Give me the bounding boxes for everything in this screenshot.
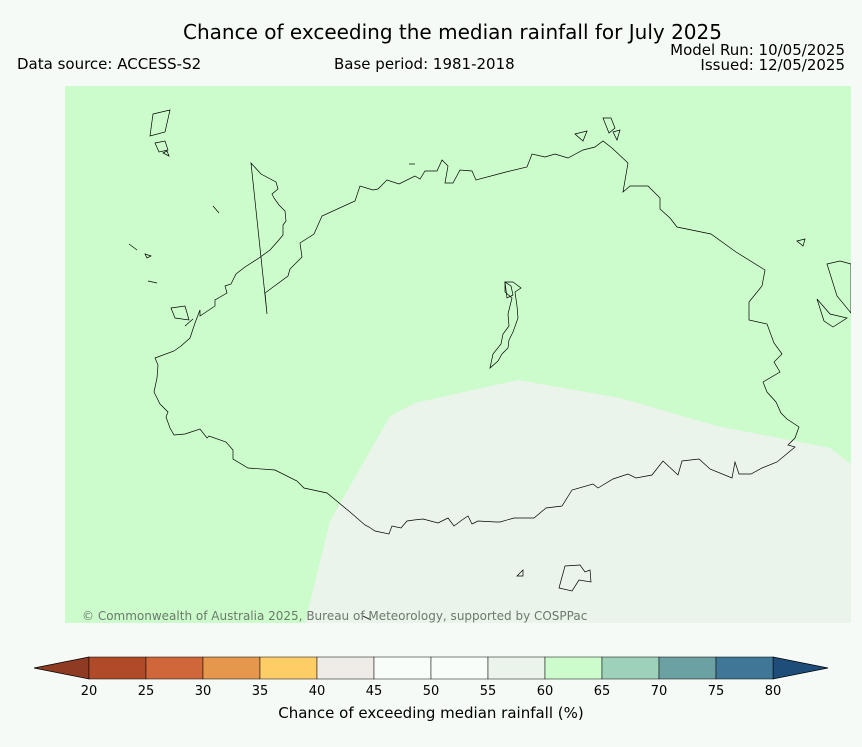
- colorbar-tick-label: 25: [138, 684, 155, 699]
- left-islet-7: [170, 305, 190, 321]
- colorbar-tick-label: 30: [195, 684, 212, 699]
- left-islet-3: [212, 205, 220, 214]
- issued-label: Issued: 12/05/2025: [700, 56, 845, 74]
- left-islet-8: [184, 318, 194, 327]
- bottom-islet-1: [516, 569, 524, 577]
- bottom-islet-2: [362, 615, 372, 621]
- central-island-coastline: [489, 281, 522, 369]
- rainfall-map: [65, 86, 851, 623]
- colorbar-tick-label: 35: [252, 684, 269, 699]
- top-right-islet-2: [602, 117, 616, 134]
- left-islet-2: [162, 150, 170, 157]
- colorbar-segment: [316, 656, 375, 680]
- colorbar-segment: [373, 656, 432, 680]
- left-islet-6: [147, 280, 158, 284]
- coastline: [128, 109, 851, 621]
- colorbar-segment: [259, 656, 318, 680]
- copyright-notice: © Commonwealth of Australia 2025, Bureau…: [82, 609, 588, 623]
- colorbar-tick-label: 40: [309, 684, 326, 699]
- colorbar: 20 25 30 35 40 45 50 55 60 65 70 75 80: [33, 656, 829, 699]
- colorbar-tick-label: 60: [537, 684, 554, 699]
- colorbar-segment: [601, 656, 660, 680]
- colorbar-tick-label: 75: [708, 684, 725, 699]
- main-island-coastline: [153, 140, 800, 535]
- colorbar-segment: [202, 656, 261, 680]
- colorbar-tick-label: 50: [423, 684, 440, 699]
- colorbar-tick-label: 45: [366, 684, 383, 699]
- base-period-label: Base period: 1981-2018: [334, 55, 515, 73]
- lower-probability-region: [305, 380, 851, 623]
- right-island-1: [826, 260, 851, 314]
- colorbar-segment: [715, 656, 774, 680]
- colorbar-segment: [658, 656, 717, 680]
- right-islet-1: [796, 238, 806, 247]
- colorbar-segment: [487, 656, 546, 680]
- map-canvas: [65, 86, 851, 623]
- top-right-islet-1: [574, 130, 588, 142]
- colorbar-tick-label: 80: [765, 684, 782, 699]
- colorbar-tick-label: 55: [480, 684, 497, 699]
- model-run-label: Model Run: 10/05/2025: [670, 41, 845, 59]
- colorbar-tick-label: 20: [81, 684, 98, 699]
- colorbar-over-arrow: [772, 656, 829, 680]
- top-right-islet-3: [612, 129, 621, 141]
- colorbar-segment: [88, 656, 147, 680]
- colorbar-segment: [145, 656, 204, 680]
- colorbar-tick-label: 65: [594, 684, 611, 699]
- left-islet-5: [144, 253, 152, 259]
- central-islet: [504, 281, 514, 299]
- right-island-2: [816, 298, 848, 328]
- map-title: Chance of exceeding the median rainfall …: [183, 20, 722, 44]
- colorbar-under-arrow: [33, 656, 90, 680]
- colorbar-segment: [544, 656, 603, 680]
- left-islet-1: [154, 140, 169, 153]
- top-left-island: [149, 109, 171, 137]
- left-islet-4: [128, 243, 138, 251]
- colorbar-label: Chance of exceeding median rainfall (%): [278, 704, 584, 722]
- bottom-island: [558, 564, 592, 592]
- colorbar-tick-label: 70: [651, 684, 668, 699]
- data-source-label: Data source: ACCESS-S2: [17, 55, 202, 73]
- colorbar-segment: [430, 656, 489, 680]
